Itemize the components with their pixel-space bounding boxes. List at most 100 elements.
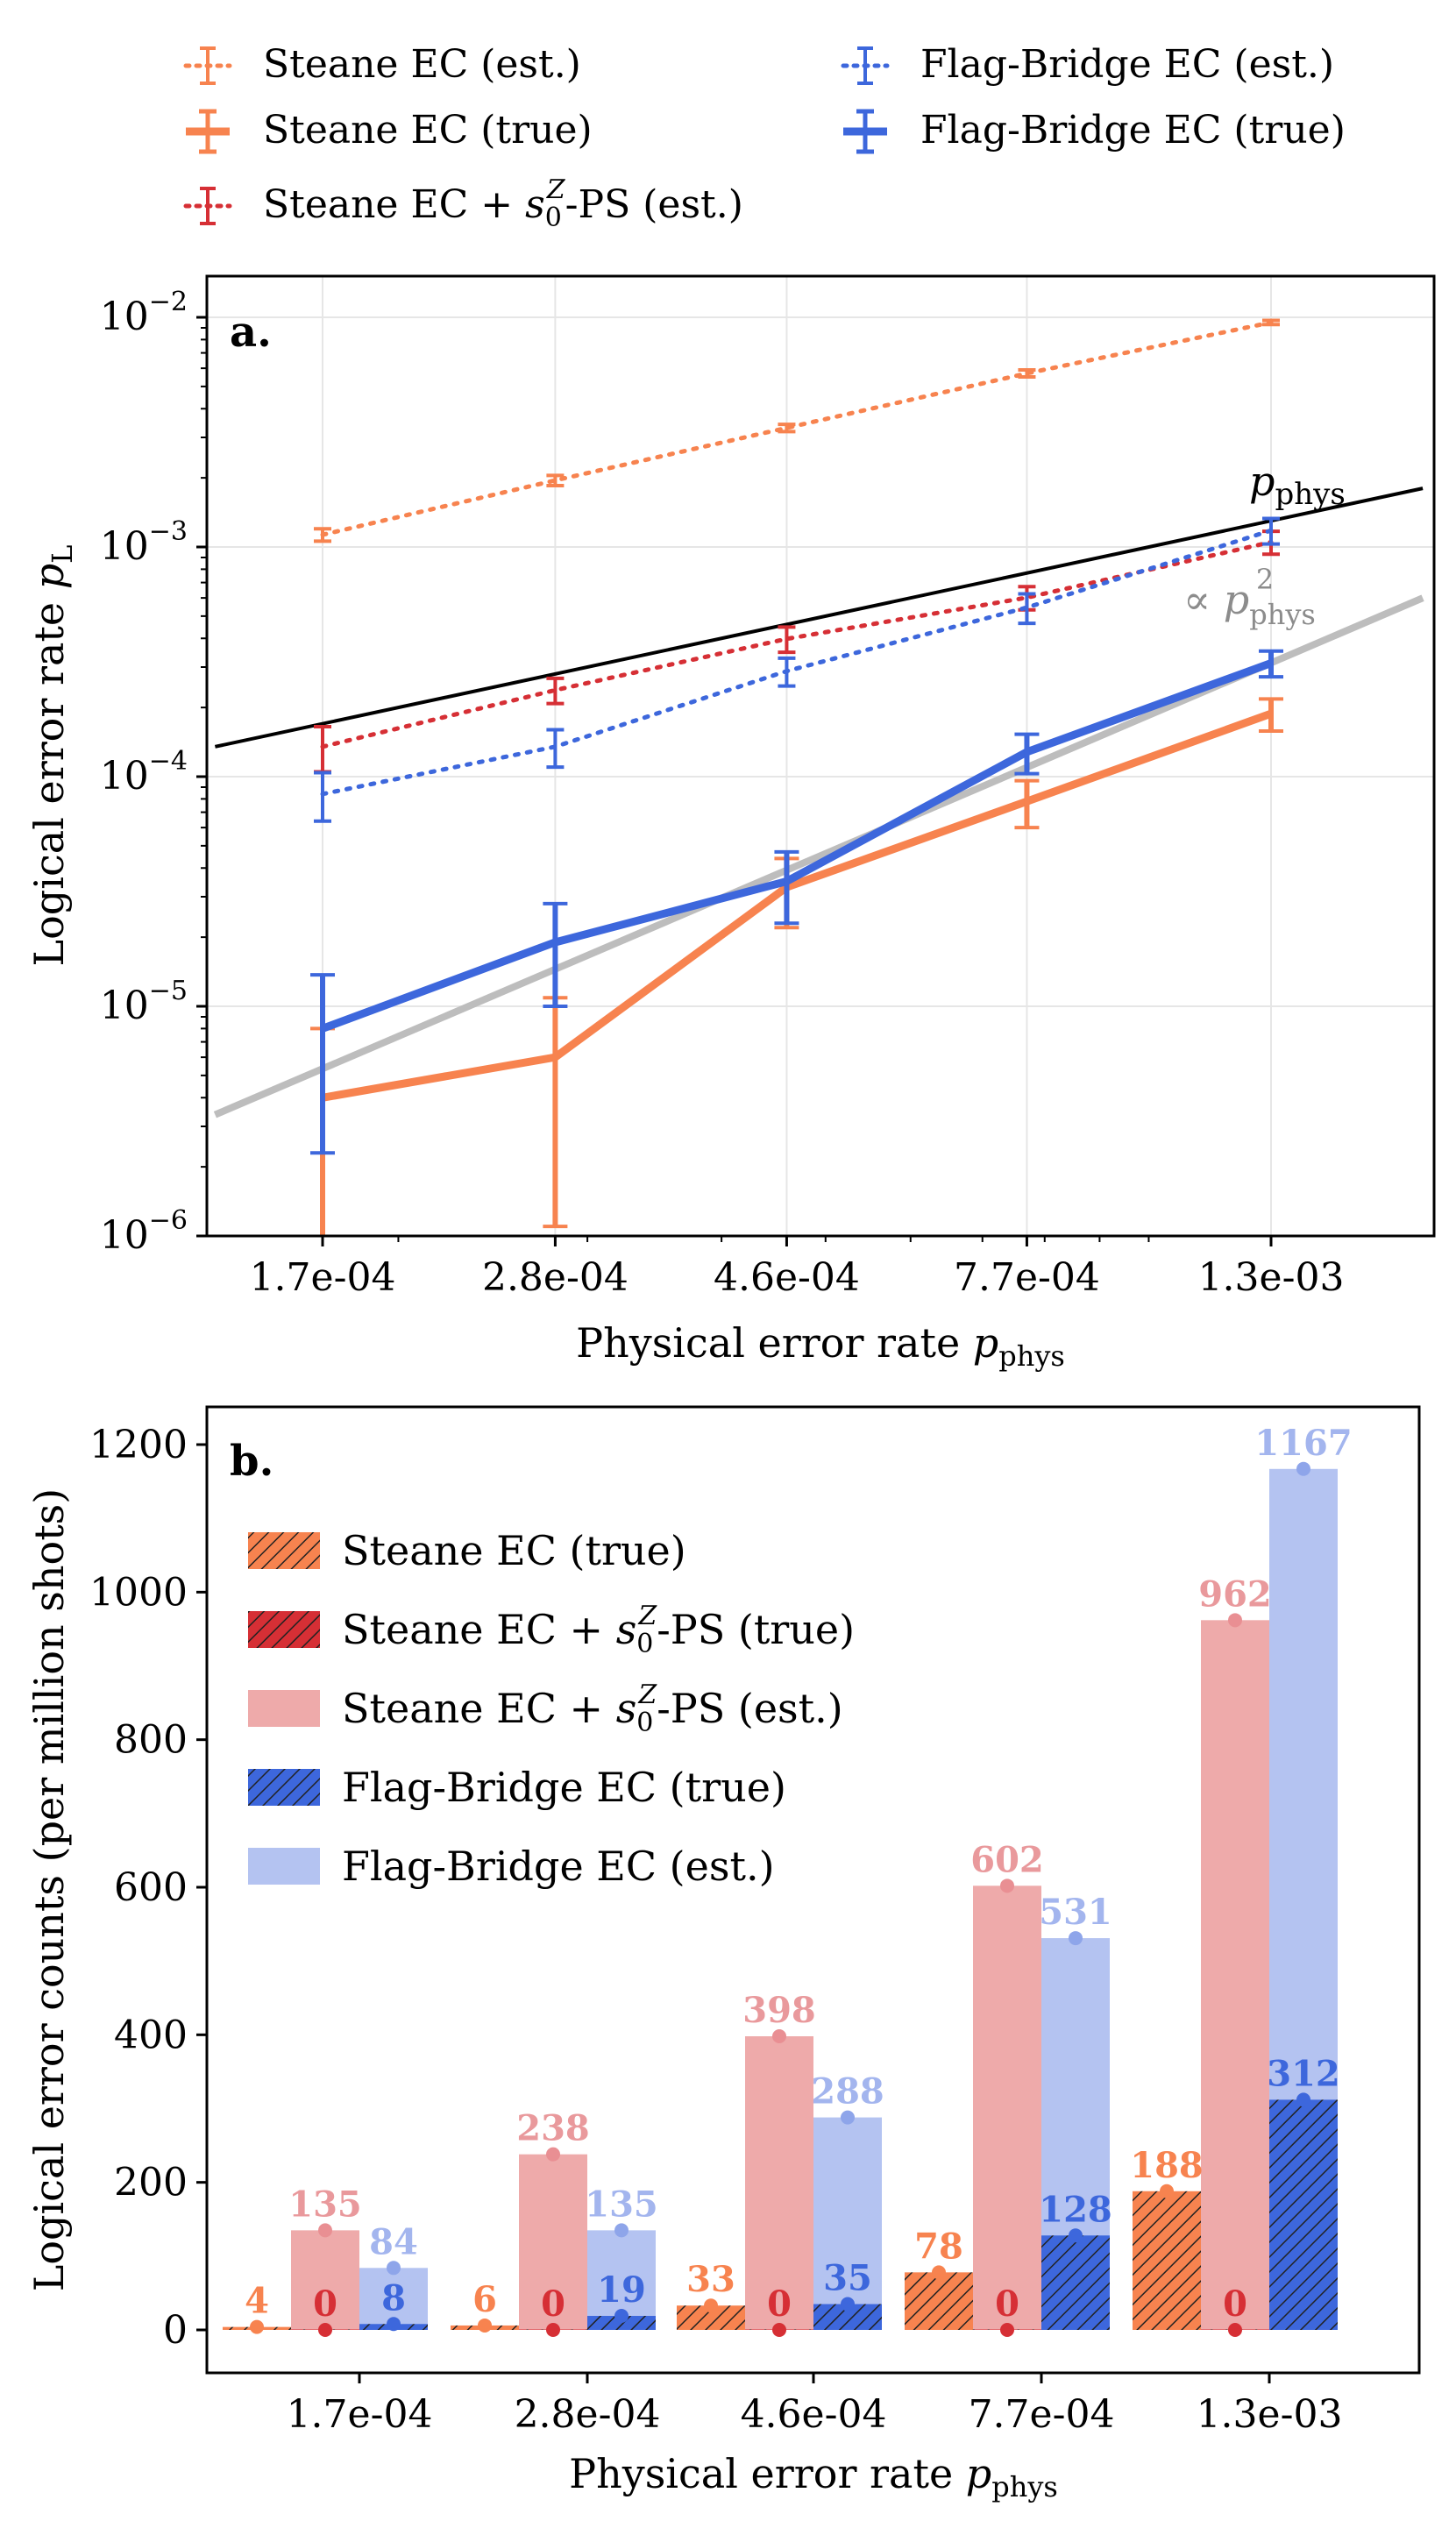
b-ytick-label: 200 <box>114 2161 188 2205</box>
b-xtick-label: 2.8e-04 <box>515 2392 661 2437</box>
a-ytick-label: 10−6 <box>100 1205 188 1258</box>
panel-a-ticks: 10−2 10−3 10−4 10−5 10−6 1.7e-04 2.8e-04 4.6e-0… <box>100 287 1345 1300</box>
b-value-label: 602 <box>970 1839 1044 1880</box>
b-point <box>841 2110 855 2125</box>
b-point <box>841 2297 855 2312</box>
legend-entry-flag-true: Flag-Bridge EC (true) <box>843 108 1346 154</box>
panel-b-value-labels: 4 6 33781881352383986029628413528853111678… <box>245 1423 1353 2337</box>
b-point <box>387 2261 401 2276</box>
legend-label-steane-est: Steane EC (est.) <box>263 42 581 87</box>
legend-label-steane-true: Steane EC (true) <box>263 108 593 153</box>
b-value-label: 531 <box>1039 1892 1112 1933</box>
legend-label-steane-ps-est: Steane EC + s0Z-PS (est.) <box>263 174 743 233</box>
b-value-label: 0 <box>995 2283 1019 2325</box>
b-legend-label-steane-ps-true: Steane EC + s0Z-PS (true) <box>342 1601 855 1659</box>
b-point <box>704 2298 718 2313</box>
top-legend: Steane EC (est.) Steane EC (true) Steane… <box>183 42 1346 233</box>
a-series-line <box>320 320 1274 537</box>
a-series-line <box>321 659 1273 1033</box>
panel-a-xlabel: Physical error rate pphys <box>576 1319 1065 1373</box>
b-bar-0 <box>1133 2191 1201 2330</box>
a-series-line <box>320 528 1274 797</box>
b-point <box>1228 1613 1242 1628</box>
legend-label-flag-true: Flag-Bridge EC (true) <box>920 108 1346 153</box>
b-value-label: 398 <box>742 1990 816 2031</box>
b-ytick-label: 1000 <box>89 1570 188 1615</box>
b-value-label: 135 <box>585 2184 658 2225</box>
b-value-label: 35 <box>823 2258 872 2299</box>
b-value-label: 288 <box>811 2071 884 2113</box>
legend-entry-steane-est: Steane EC (est.) <box>183 42 581 87</box>
b-point <box>614 2309 629 2324</box>
b-bar-2 <box>973 1885 1041 2330</box>
a-series-line <box>322 709 1273 1102</box>
legend-label-flag-est: Flag-Bridge EC (est.) <box>920 42 1334 87</box>
panel-a: 10−2 10−3 10−4 10−5 10−6 1.7e-04 2.8e-04 4.6e-0… <box>25 274 1436 1373</box>
b-value-label: 0 <box>313 2283 337 2325</box>
panel-b-ylabel: Logical error counts (per million shots) <box>25 1488 73 2291</box>
b-value-label: 238 <box>516 2108 590 2149</box>
panel-b-legend: Steane EC (true) Steane EC + s0Z-PS (tru… <box>248 1527 855 1890</box>
panel-b-bars <box>223 1468 1338 2330</box>
b-bar-3 <box>1041 2235 1110 2330</box>
b-ytick-label: 400 <box>114 2013 188 2057</box>
b-value-label: 962 <box>1198 1573 1272 1615</box>
b-value-label: 188 <box>1130 2145 1204 2186</box>
b-point <box>614 2223 629 2238</box>
b-bar-0 <box>905 2272 973 2330</box>
b-point <box>1000 1878 1014 1893</box>
a-ytick-label: 10−4 <box>100 746 188 799</box>
b-point <box>387 2317 401 2332</box>
b-value-label: 1167 <box>1254 1423 1352 1464</box>
a-ytick-label: 10−3 <box>100 516 188 569</box>
b-bar-2 <box>1201 1620 1269 2330</box>
b-xtick-label: 4.6e-04 <box>741 2392 887 2437</box>
b-point <box>1296 1461 1310 1476</box>
panel-b-xlabel: Physical error rate pphys <box>569 2450 1058 2503</box>
b-legend-label-steane-true: Steane EC (true) <box>342 1527 686 1574</box>
b-xtick-label: 7.7e-04 <box>969 2392 1115 2437</box>
b-point <box>1069 1931 1083 1946</box>
b-xtick-label: 1.3e-03 <box>1197 2392 1343 2437</box>
a-ytick-label: 10−2 <box>100 287 188 339</box>
b-xtick-label: 1.7e-04 <box>287 2392 433 2437</box>
legend-entry-steane-true: Steane EC (true) <box>186 108 593 154</box>
b-point <box>318 2223 332 2238</box>
b-value-label: 0 <box>1223 2283 1247 2325</box>
b-point <box>546 2147 560 2162</box>
a-xtick-label: 2.8e-04 <box>482 1255 629 1300</box>
a-ytick-label: 10−5 <box>100 976 188 1028</box>
panel-a-frame <box>205 274 1436 1238</box>
b-point <box>478 2318 492 2333</box>
b-ytick-label: 0 <box>163 2308 188 2353</box>
b-legend-label-steane-ps-est: Steane EC + s0Z-PS (est.) <box>342 1679 843 1738</box>
b-ytick-label: 1200 <box>89 1423 188 1467</box>
a-series-0 <box>314 318 1280 543</box>
b-bar-2 <box>519 2154 587 2330</box>
b-point <box>318 2323 332 2337</box>
b-legend-label-flag-true: Flag-Bridge EC (true) <box>342 1764 786 1811</box>
a-series-4 <box>310 649 1283 1155</box>
b-value-label: 6 <box>472 2279 497 2320</box>
b-point <box>1069 2228 1083 2243</box>
panel-b-label: b. <box>230 1437 273 1486</box>
b-value-label: 0 <box>541 2283 565 2325</box>
a-series-3 <box>310 697 1283 1236</box>
pphys-reference-line <box>214 486 1424 749</box>
panel-b: 4 6 33781881352383986029628413528853111678… <box>25 1405 1421 2503</box>
legend-entry-steane-ps-est: Steane EC + s0Z-PS (est.) <box>183 174 743 233</box>
a-series-1 <box>314 529 1280 774</box>
b-bar-3 <box>1269 2099 1338 2330</box>
b-value-label: 135 <box>288 2184 362 2225</box>
b-bar-4 <box>813 2117 882 2330</box>
b-bar-2 <box>745 2036 813 2330</box>
b-point <box>772 2323 786 2337</box>
b-point <box>1000 2323 1014 2337</box>
panel-a-grid <box>207 276 1434 1236</box>
b-point <box>772 2029 786 2044</box>
panel-a-label: a. <box>230 308 272 357</box>
a-xtick-label: 1.3e-03 <box>1198 1255 1345 1300</box>
panel-a-series <box>310 318 1283 1236</box>
b-point <box>250 2319 264 2334</box>
